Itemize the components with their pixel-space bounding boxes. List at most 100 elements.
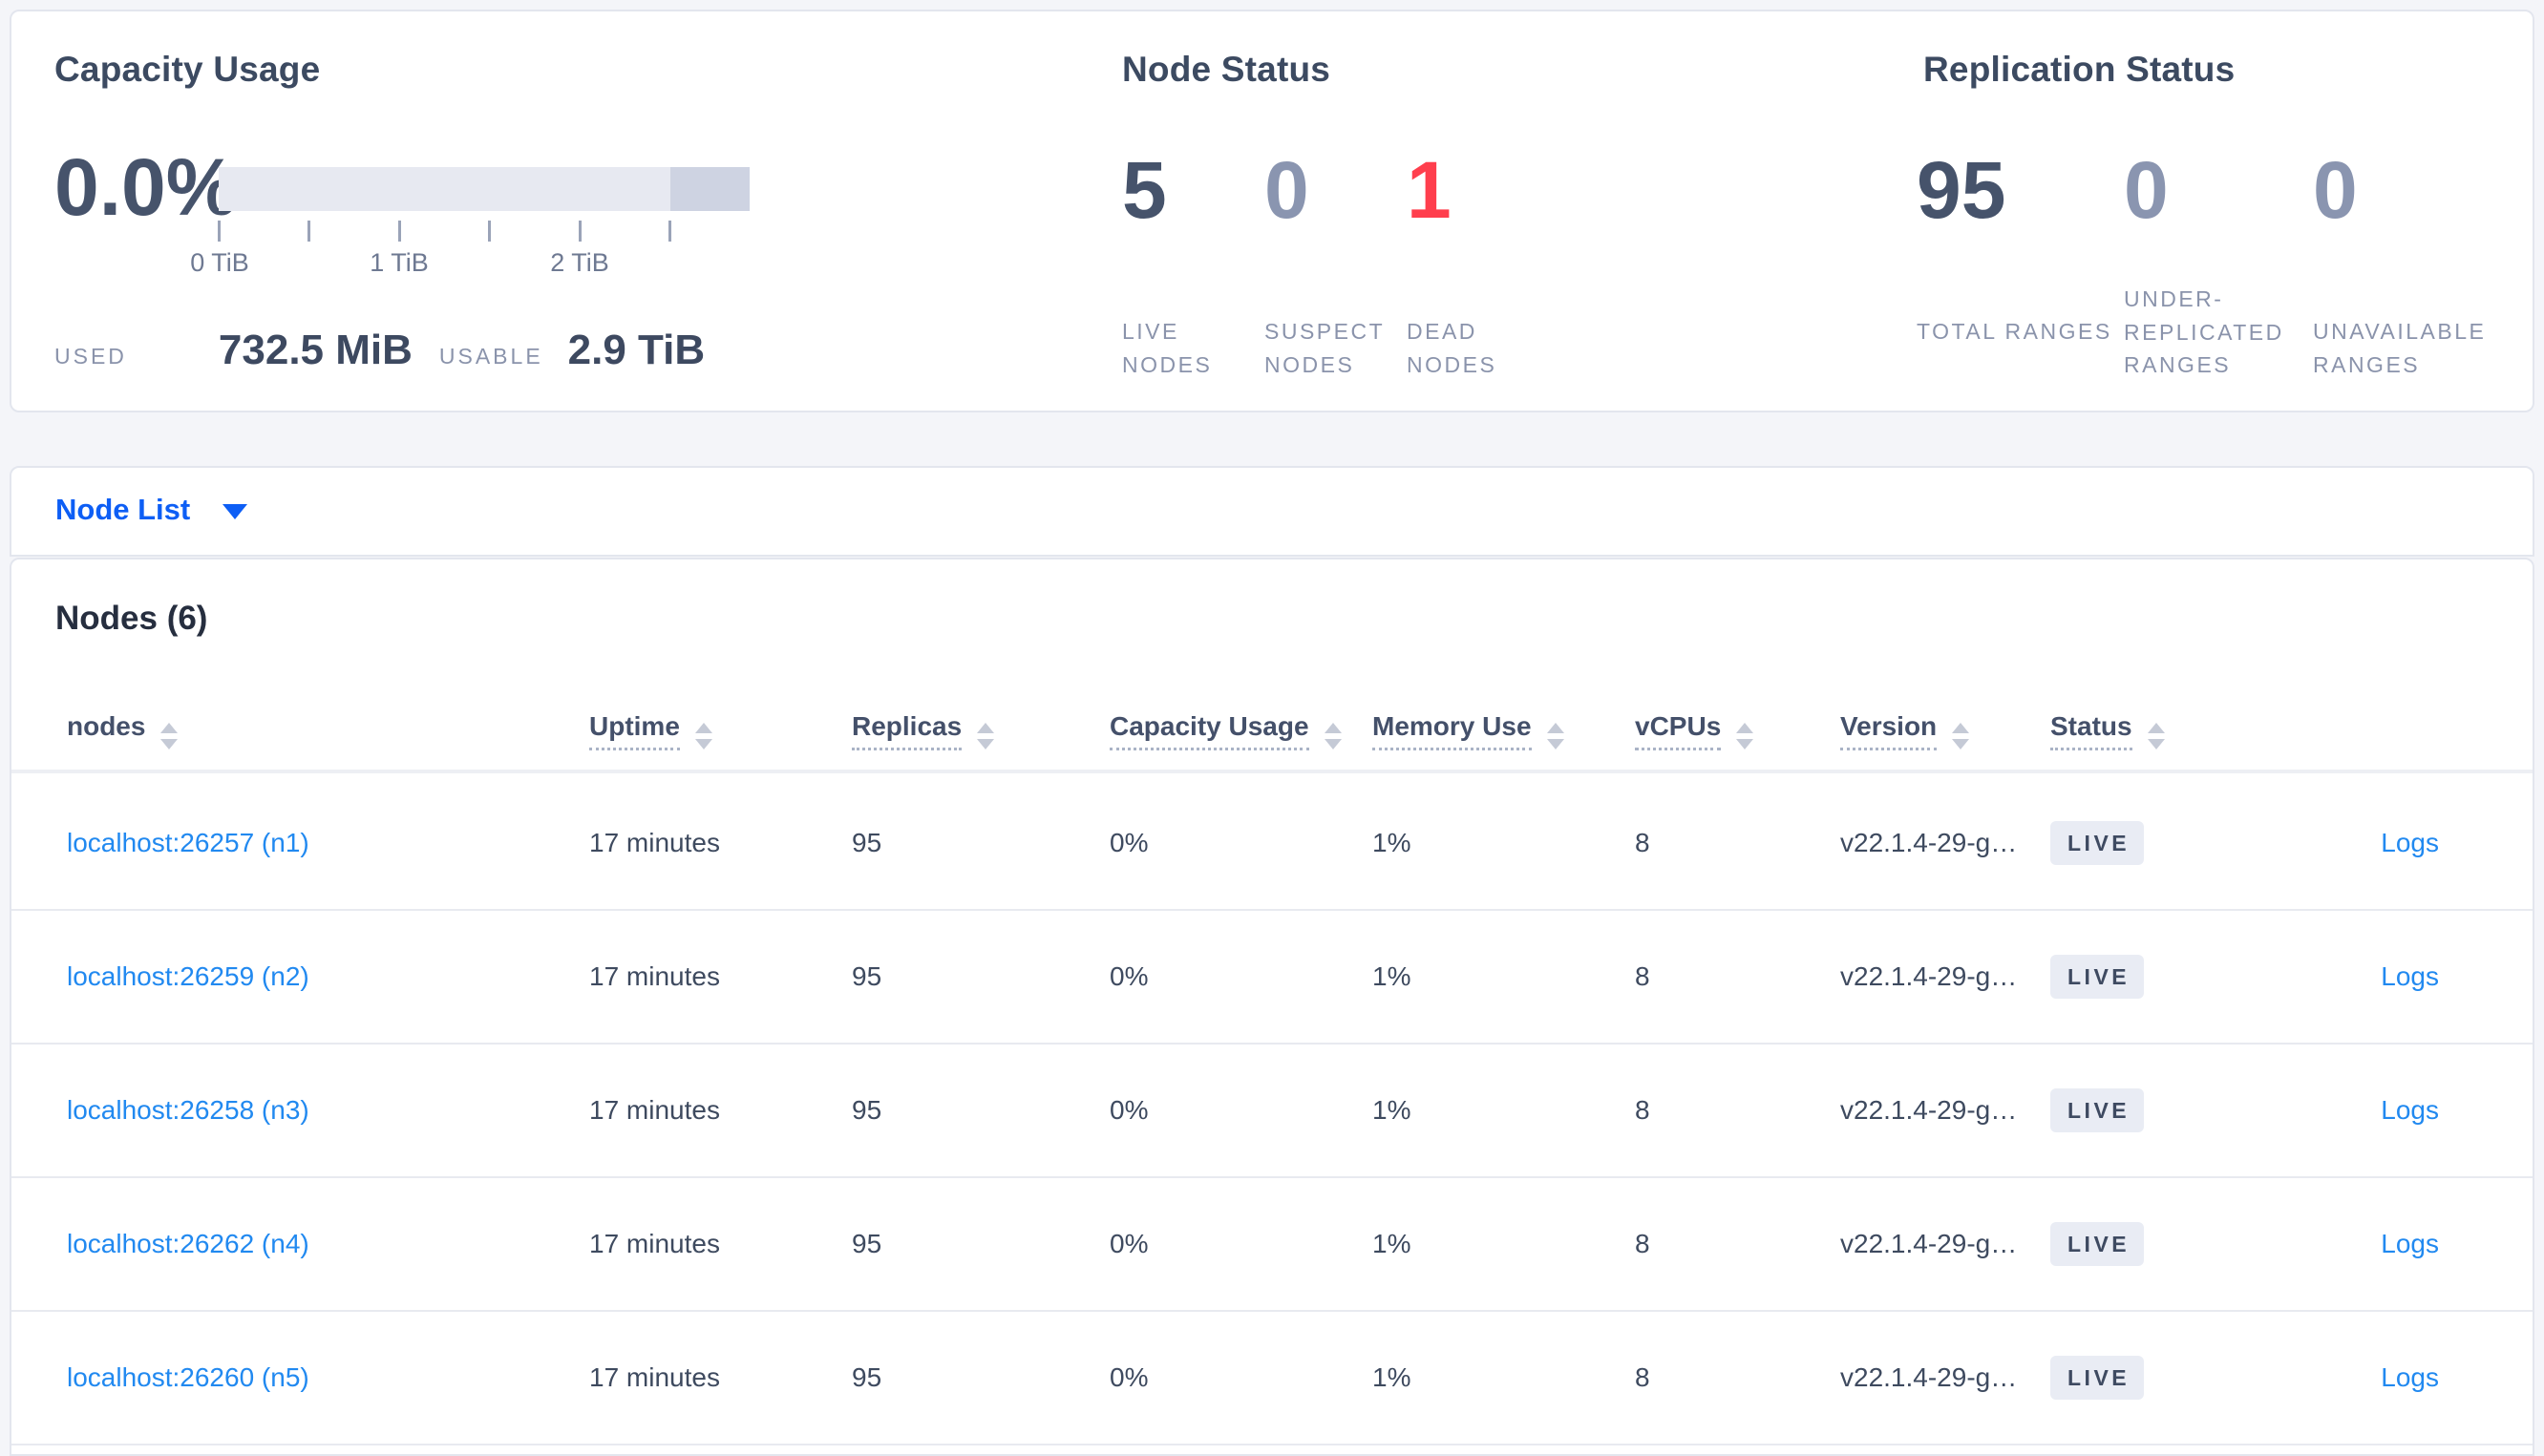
vcpus-cell: 8 [1635, 1229, 1650, 1258]
status-cell: LIVE [2050, 1222, 2279, 1266]
suspect-nodes-count: 0 [1264, 145, 1309, 235]
memory-use-cell: 1% [1372, 828, 1411, 857]
memory-use-cell: 1% [1372, 961, 1411, 991]
capacity-usage-cell: 0% [1110, 961, 1149, 991]
capacity-bar-reserved-segment [669, 167, 750, 211]
uptime-cell: 17 minutes [589, 1095, 720, 1125]
total-ranges-label: TOTAL RANGES [1917, 319, 2112, 344]
under-replicated-ranges-label: UNDER-REPLICATED RANGES [2124, 286, 2284, 377]
column-header-capacity-usage[interactable]: Capacity Usage [1110, 711, 1372, 750]
version-cell: v22.1.4-29-g… [1840, 828, 2018, 857]
status-badge: LIVE [2050, 821, 2145, 865]
dead-nodes-label: DEAD NODES [1407, 319, 1497, 377]
vcpus-cell: 8 [1635, 1095, 1650, 1125]
uptime-cell: 17 minutes [589, 961, 720, 991]
cluster-summary-card: Capacity Usage 0.0% 0 TiB 1 TiB 2 TiB US… [10, 10, 2534, 412]
nodes-table-body: localhost:26257 (n1) 17 minutes 95 0% 1%… [11, 777, 2533, 1445]
table-row: localhost:26260 (n5) 17 minutes 95 0% 1%… [11, 1312, 2533, 1445]
memory-use-cell: 1% [1372, 1229, 1411, 1258]
uptime-cell: 17 minutes [589, 828, 720, 857]
view-selector-bar: Node List [10, 466, 2534, 557]
replicas-cell: 95 [852, 1229, 882, 1258]
status-badge: LIVE [2050, 1088, 2145, 1132]
vcpus-cell: 8 [1635, 828, 1650, 857]
logs-link[interactable]: Logs [2381, 1229, 2439, 1258]
column-header-status[interactable]: Status [2050, 711, 2279, 750]
capacity-percent-value: 0.0% [54, 142, 238, 232]
status-cell: LIVE [2050, 955, 2279, 999]
version-cell: v22.1.4-29-g… [1840, 1095, 2018, 1125]
uptime-cell: 17 minutes [589, 1229, 720, 1258]
table-row: localhost:26257 (n1) 17 minutes 95 0% 1%… [11, 777, 2533, 911]
sort-icon[interactable] [1736, 723, 1754, 749]
capacity-used-row: USED 732.5 MiB USABLE 2.9 TiB [54, 327, 705, 374]
node-status-title: Node Status [1122, 50, 1331, 89]
capacity-tick [579, 221, 582, 242]
capacity-tick-label-1: 1 TiB [370, 248, 429, 277]
node-list-dropdown-label: Node List [55, 493, 191, 526]
version-cell: v22.1.4-29-g… [1840, 1362, 2018, 1392]
node-link[interactable]: localhost:26259 (n2) [67, 961, 309, 991]
sort-icon[interactable] [1324, 723, 1342, 749]
logs-link[interactable]: Logs [2381, 961, 2439, 991]
sort-icon[interactable] [160, 723, 179, 749]
unavailable-ranges-label: UNAVAILABLE RANGES [2313, 319, 2487, 377]
status-badge: LIVE [2050, 1222, 2145, 1266]
node-link[interactable]: localhost:26258 (n3) [67, 1095, 309, 1125]
status-cell: LIVE [2050, 1356, 2279, 1400]
logs-link[interactable]: Logs [2381, 1095, 2439, 1125]
chevron-down-icon [223, 504, 248, 519]
memory-use-cell: 1% [1372, 1362, 1411, 1392]
replicas-cell: 95 [852, 828, 882, 857]
sort-icon[interactable] [1952, 723, 1970, 749]
under-replicated-ranges-count: 0 [2124, 145, 2169, 235]
sort-icon[interactable] [2147, 723, 2165, 749]
status-cell: LIVE [2050, 821, 2279, 865]
nodes-table-panel: Nodes (6) nodes Uptime Replicas Capacity… [10, 558, 2534, 1456]
sort-icon[interactable] [1546, 723, 1564, 749]
column-header-version[interactable]: Version [1840, 711, 2050, 750]
table-row: localhost:26262 (n4) 17 minutes 95 0% 1%… [11, 1178, 2533, 1312]
logs-link[interactable]: Logs [2381, 828, 2439, 857]
table-row: localhost:26259 (n2) 17 minutes 95 0% 1%… [11, 911, 2533, 1045]
capacity-tick [398, 221, 401, 242]
sort-icon[interactable] [977, 723, 995, 749]
capacity-usage-cell: 0% [1110, 1229, 1149, 1258]
version-cell: v22.1.4-29-g… [1840, 1229, 2018, 1258]
capacity-tick [488, 221, 491, 242]
node-link[interactable]: localhost:26257 (n1) [67, 828, 309, 857]
node-link[interactable]: localhost:26260 (n5) [67, 1362, 309, 1392]
dead-nodes-count: 1 [1407, 145, 1452, 235]
sort-icon[interactable] [694, 723, 712, 749]
capacity-usage-title: Capacity Usage [54, 50, 321, 89]
uptime-cell: 17 minutes [589, 1362, 720, 1392]
column-header-uptime[interactable]: Uptime [589, 711, 852, 750]
column-header-nodes[interactable]: nodes [67, 711, 589, 749]
replication-status-title: Replication Status [1923, 50, 2236, 89]
node-link[interactable]: localhost:26262 (n4) [67, 1229, 309, 1258]
unavailable-ranges-count: 0 [2313, 145, 2358, 235]
capacity-tick-label-0: 0 TiB [190, 248, 249, 277]
status-cell: LIVE [2050, 1088, 2279, 1132]
used-label: USED [54, 344, 127, 369]
node-list-dropdown[interactable]: Node List [55, 493, 248, 527]
memory-use-cell: 1% [1372, 1095, 1411, 1125]
nodes-section-title: Nodes (6) [55, 600, 208, 637]
capacity-usage-cell: 0% [1110, 828, 1149, 857]
table-row: localhost:26258 (n3) 17 minutes 95 0% 1%… [11, 1045, 2533, 1178]
logs-link[interactable]: Logs [2381, 1362, 2439, 1392]
replicas-cell: 95 [852, 961, 882, 991]
column-header-memory-use[interactable]: Memory Use [1372, 711, 1635, 750]
capacity-usage-bar [219, 167, 750, 211]
status-badge: LIVE [2050, 955, 2145, 999]
column-header-replicas[interactable]: Replicas [852, 711, 1110, 750]
vcpus-cell: 8 [1635, 961, 1650, 991]
capacity-tick [668, 221, 671, 242]
usable-label: USABLE [438, 344, 543, 369]
column-header-vcpus[interactable]: vCPUs [1635, 711, 1840, 750]
live-nodes-count: 5 [1122, 145, 1167, 235]
status-badge: LIVE [2050, 1356, 2145, 1400]
used-value: 732.5 MiB [218, 327, 413, 373]
capacity-tick [218, 221, 221, 242]
capacity-usage-cell: 0% [1110, 1095, 1149, 1125]
